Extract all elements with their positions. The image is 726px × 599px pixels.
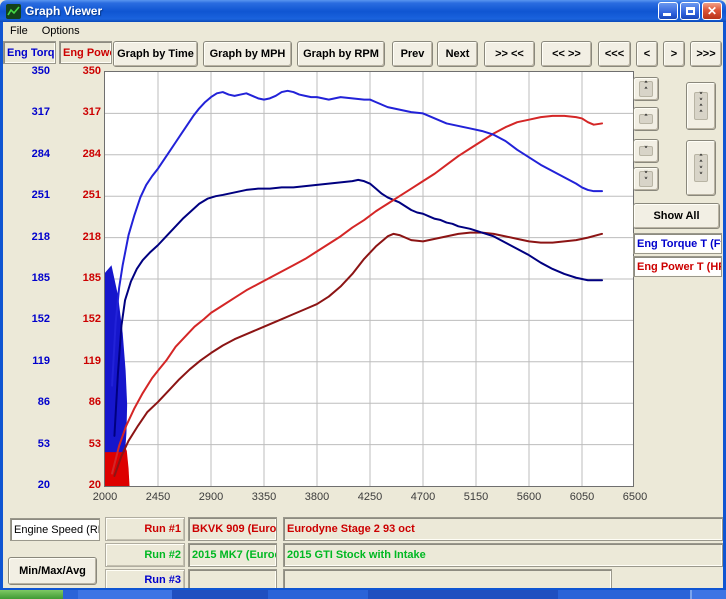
pan-far-right-button[interactable]: >>>: [690, 41, 722, 67]
y-tick-label-torque: 53: [37, 437, 50, 450]
run3-label: Run #3: [105, 569, 185, 590]
menu-options[interactable]: Options: [41, 24, 80, 37]
window-title: Graph Viewer: [25, 4, 103, 18]
maximize-icon: [685, 7, 695, 15]
run2-description-field[interactable]: 2015 GTI Stock with Intake: [283, 543, 723, 567]
double-down-chevron-icon: ˅ ˅: [638, 171, 654, 187]
collapse-chevrons-icon: ˅ ˅ ˄ ˄: [693, 92, 709, 120]
y-tick-label-power: 20: [88, 479, 101, 491]
taskbar: [0, 590, 726, 599]
down-chevron-icon: ˅: [638, 146, 654, 156]
x-tick-label: 3350: [251, 491, 277, 503]
y-tick-label-power: 86: [88, 396, 101, 409]
y-scale-double-down-button[interactable]: ˅ ˅: [633, 167, 659, 191]
minimize-button[interactable]: [658, 2, 678, 20]
y-tick-label-torque: 284: [31, 147, 50, 160]
window-border-bottom: [0, 588, 726, 590]
y-tick-label-torque: 86: [37, 396, 50, 409]
y-scale-down-button[interactable]: ˅: [633, 139, 659, 163]
run1-label: Run #1: [105, 517, 185, 541]
start-button[interactable]: [0, 590, 63, 599]
x-axis-channel-field[interactable]: Engine Speed (RPM: [10, 518, 100, 541]
x-tick-label: 2000: [92, 491, 118, 503]
run1-file-field[interactable]: BKVK 909 (Eurodyne, I: [188, 517, 277, 541]
power-axis-header[interactable]: Eng Power: [59, 41, 112, 64]
maximize-button[interactable]: [680, 2, 700, 20]
y-tick-label-power: 317: [82, 106, 101, 119]
title-bar: Graph Viewer ✕: [0, 0, 726, 22]
x-tick-label: 3800: [304, 491, 330, 503]
legend-power[interactable]: Eng Power T (HP): [633, 256, 722, 277]
graph-by-time-button[interactable]: Graph by Time: [113, 41, 198, 67]
y-tick-label-torque: 20: [37, 479, 50, 491]
minimize-icon: [663, 13, 671, 16]
x-tick-label: 2900: [198, 491, 224, 503]
graph-by-rpm-button[interactable]: Graph by RPM: [297, 41, 385, 67]
min-max-avg-button[interactable]: Min/Max/Avg: [8, 557, 97, 585]
graph-by-mph-button[interactable]: Graph by MPH: [203, 41, 292, 67]
zoom-in-x-button[interactable]: >> <<: [484, 41, 535, 67]
window-border-right: [723, 22, 726, 588]
y-tick-label-power: 218: [82, 230, 101, 243]
run2-file-field[interactable]: 2015 MK7 (Eurodyne, E: [188, 543, 277, 567]
y-tick-label-torque: 218: [31, 230, 50, 243]
system-tray: [692, 590, 726, 599]
tray-divider: [690, 590, 692, 599]
y-tick-label-power: 53: [88, 437, 101, 450]
torque-axis-header[interactable]: Eng Torque: [3, 41, 56, 64]
expand-chevrons-icon: ˄ ˄ ˅ ˅: [693, 154, 709, 182]
x-tick-label: 2450: [145, 491, 171, 503]
x-tick-label: 4250: [357, 491, 383, 503]
y-expand-button[interactable]: ˄ ˄ ˅ ˅: [686, 140, 716, 196]
run1-description-field[interactable]: Eurodyne Stage 2 93 oct: [283, 517, 723, 541]
run2-label: Run #2: [105, 543, 185, 567]
x-tick-label: 6500: [622, 491, 648, 503]
y-tick-label-power: 152: [82, 313, 101, 326]
window-border-left: [0, 22, 3, 588]
close-icon: ✕: [706, 4, 718, 18]
pan-far-left-button[interactable]: <<<: [598, 41, 631, 67]
prev-button[interactable]: Prev: [392, 41, 433, 67]
x-tick-label: 4700: [410, 491, 436, 503]
run3-description-field[interactable]: [283, 569, 612, 590]
y-scale-up-button[interactable]: ˄: [633, 107, 659, 131]
double-up-chevron-icon: ˄ ˄: [638, 81, 654, 97]
next-button[interactable]: Next: [437, 41, 478, 67]
pan-left-button[interactable]: <: [636, 41, 658, 67]
y-tick-label-power: 185: [82, 272, 101, 284]
y-collapse-button[interactable]: ˅ ˅ ˄ ˄: [686, 82, 716, 130]
menu-file[interactable]: File: [10, 24, 28, 37]
y-tick-label-torque: 251: [31, 189, 50, 202]
run3-file-field[interactable]: [188, 569, 277, 590]
chart-plot-area: [104, 71, 634, 487]
dyno-chart: [105, 72, 633, 486]
y-scale-double-up-button[interactable]: ˄ ˄: [633, 77, 659, 101]
pan-right-button[interactable]: >: [663, 41, 685, 67]
zoom-out-x-button[interactable]: << >>: [541, 41, 592, 67]
y-tick-label-torque: 119: [32, 354, 50, 367]
taskbar-button[interactable]: [78, 590, 172, 599]
y-tick-label-torque: 152: [31, 313, 50, 326]
app-icon: [6, 3, 21, 19]
menu-bar: File Options: [3, 22, 723, 39]
taskbar-button[interactable]: [172, 590, 268, 599]
y-tick-label-power: 251: [82, 189, 101, 202]
y-tick-label-torque: 317: [31, 106, 50, 119]
x-tick-label: 5150: [463, 491, 489, 503]
show-all-button[interactable]: Show All: [633, 203, 720, 229]
y-tick-label-torque: 350: [31, 65, 50, 77]
up-chevron-icon: ˄: [638, 114, 654, 124]
legend-torque[interactable]: Eng Torque T (Ft-l: [633, 233, 722, 254]
y-tick-label-power: 119: [83, 354, 101, 367]
taskbar-button[interactable]: [368, 590, 558, 599]
y-tick-label-power: 284: [82, 147, 101, 160]
x-tick-label: 5600: [516, 491, 542, 503]
close-button[interactable]: ✕: [702, 2, 722, 20]
x-tick-label: 6050: [569, 491, 595, 503]
y-tick-label-power: 350: [82, 65, 101, 77]
y-tick-label-torque: 185: [31, 272, 50, 284]
